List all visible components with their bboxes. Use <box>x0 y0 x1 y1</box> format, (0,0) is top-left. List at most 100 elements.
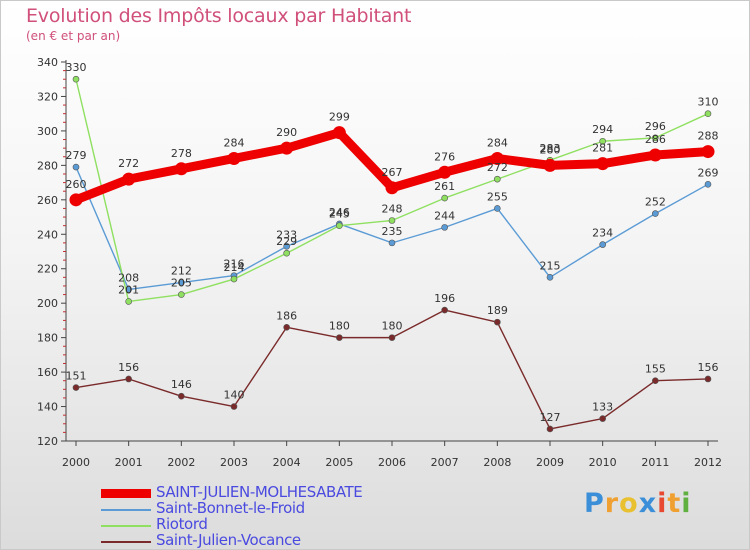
data-point <box>596 157 610 171</box>
x-tick-label: 2007 <box>431 456 459 469</box>
data-label: 310 <box>698 96 719 109</box>
data-point <box>704 110 712 117</box>
data-label: 286 <box>645 133 666 146</box>
data-label: 208 <box>118 271 139 284</box>
y-tick-label: 200 <box>37 297 58 310</box>
data-point <box>125 375 132 383</box>
data-label: 205 <box>171 277 192 290</box>
data-point <box>178 291 185 298</box>
data-label: 269 <box>698 166 719 179</box>
data-label: 235 <box>382 225 403 238</box>
data-label: 234 <box>592 227 613 240</box>
y-tick-label: 180 <box>37 332 58 345</box>
data-label: 281 <box>592 142 613 155</box>
data-label: 294 <box>592 123 613 136</box>
y-tick-label: 340 <box>37 56 58 69</box>
data-label: 156 <box>698 361 719 374</box>
data-point <box>230 275 238 283</box>
data-point <box>546 274 554 281</box>
data-point <box>652 134 659 142</box>
data-point <box>283 249 290 257</box>
chart-title: Evolution des Impôts locaux par Habitant <box>26 5 412 27</box>
proxiti-logo: Proxiti <box>584 488 692 519</box>
legend-swatch <box>101 525 151 527</box>
data-label: 215 <box>540 259 561 272</box>
data-label: 133 <box>592 401 613 414</box>
data-label: 140 <box>224 389 245 402</box>
y-tick-label: 140 <box>37 401 58 414</box>
data-label: 216 <box>224 258 245 271</box>
data-point <box>438 165 452 179</box>
x-tick-label: 2010 <box>589 456 617 469</box>
data-point <box>543 158 557 172</box>
data-label: 284 <box>224 136 245 149</box>
data-point <box>599 415 606 422</box>
data-point <box>178 279 185 286</box>
legend-label: Riotord <box>156 515 208 533</box>
data-point <box>122 172 136 186</box>
legend-label: Saint-Julien-Vocance <box>156 531 301 549</box>
y-tick-label: 300 <box>37 125 58 138</box>
x-tick-label: 2005 <box>325 456 353 469</box>
data-label: 296 <box>645 120 666 133</box>
legend-swatch <box>101 541 151 543</box>
data-label: 156 <box>118 361 139 374</box>
data-point <box>283 243 290 250</box>
data-label: 245 <box>329 208 350 221</box>
data-point <box>441 194 448 202</box>
y-tick-label: 260 <box>37 194 58 207</box>
data-point <box>599 137 606 145</box>
logo-letter: r <box>604 488 620 519</box>
x-tick-label: 2008 <box>483 456 511 469</box>
data-label: 229 <box>276 235 297 248</box>
x-tick-label: 2006 <box>378 456 406 469</box>
data-point <box>280 141 294 155</box>
data-point <box>230 403 238 410</box>
data-label: 151 <box>66 370 87 383</box>
data-point <box>388 334 396 341</box>
data-point <box>178 392 185 400</box>
data-point <box>490 151 504 165</box>
data-label: 290 <box>276 126 297 139</box>
data-label: 284 <box>487 136 508 149</box>
data-point <box>599 241 606 248</box>
data-point <box>704 181 712 188</box>
data-point <box>494 205 501 212</box>
data-point <box>336 222 343 229</box>
data-label: 189 <box>487 304 508 317</box>
data-point <box>701 145 715 159</box>
data-point <box>283 323 290 331</box>
data-label: 255 <box>487 190 508 203</box>
y-tick-label: 240 <box>37 228 58 241</box>
data-label: 248 <box>382 202 403 215</box>
y-tick-label: 160 <box>37 366 58 379</box>
data-label: 186 <box>276 309 297 322</box>
data-label: 261 <box>434 180 455 193</box>
data-label: 214 <box>224 261 245 274</box>
data-label: 252 <box>645 196 666 209</box>
data-point <box>441 224 448 231</box>
legend-swatch <box>101 489 151 498</box>
data-label: 278 <box>171 147 192 160</box>
data-label: 283 <box>540 142 561 155</box>
logo-letter: o <box>619 488 639 519</box>
data-label: 196 <box>434 292 455 305</box>
data-point <box>72 384 80 391</box>
data-label: 330 <box>66 61 87 74</box>
data-label: 246 <box>329 206 350 219</box>
y-tick-label: 220 <box>37 263 58 276</box>
logo-letter: P <box>584 488 605 519</box>
data-label: 180 <box>329 320 350 333</box>
data-point <box>494 318 501 326</box>
data-label: 180 <box>382 320 403 333</box>
data-point <box>388 239 396 247</box>
data-label: 279 <box>66 149 87 162</box>
x-tick-label: 2000 <box>62 456 90 469</box>
x-tick-label: 2009 <box>536 456 564 469</box>
data-point <box>652 377 659 385</box>
data-label: 233 <box>276 228 297 241</box>
data-label: 299 <box>329 111 350 124</box>
data-point <box>72 75 80 83</box>
y-tick-label: 280 <box>37 159 58 172</box>
data-label: 127 <box>540 411 561 424</box>
